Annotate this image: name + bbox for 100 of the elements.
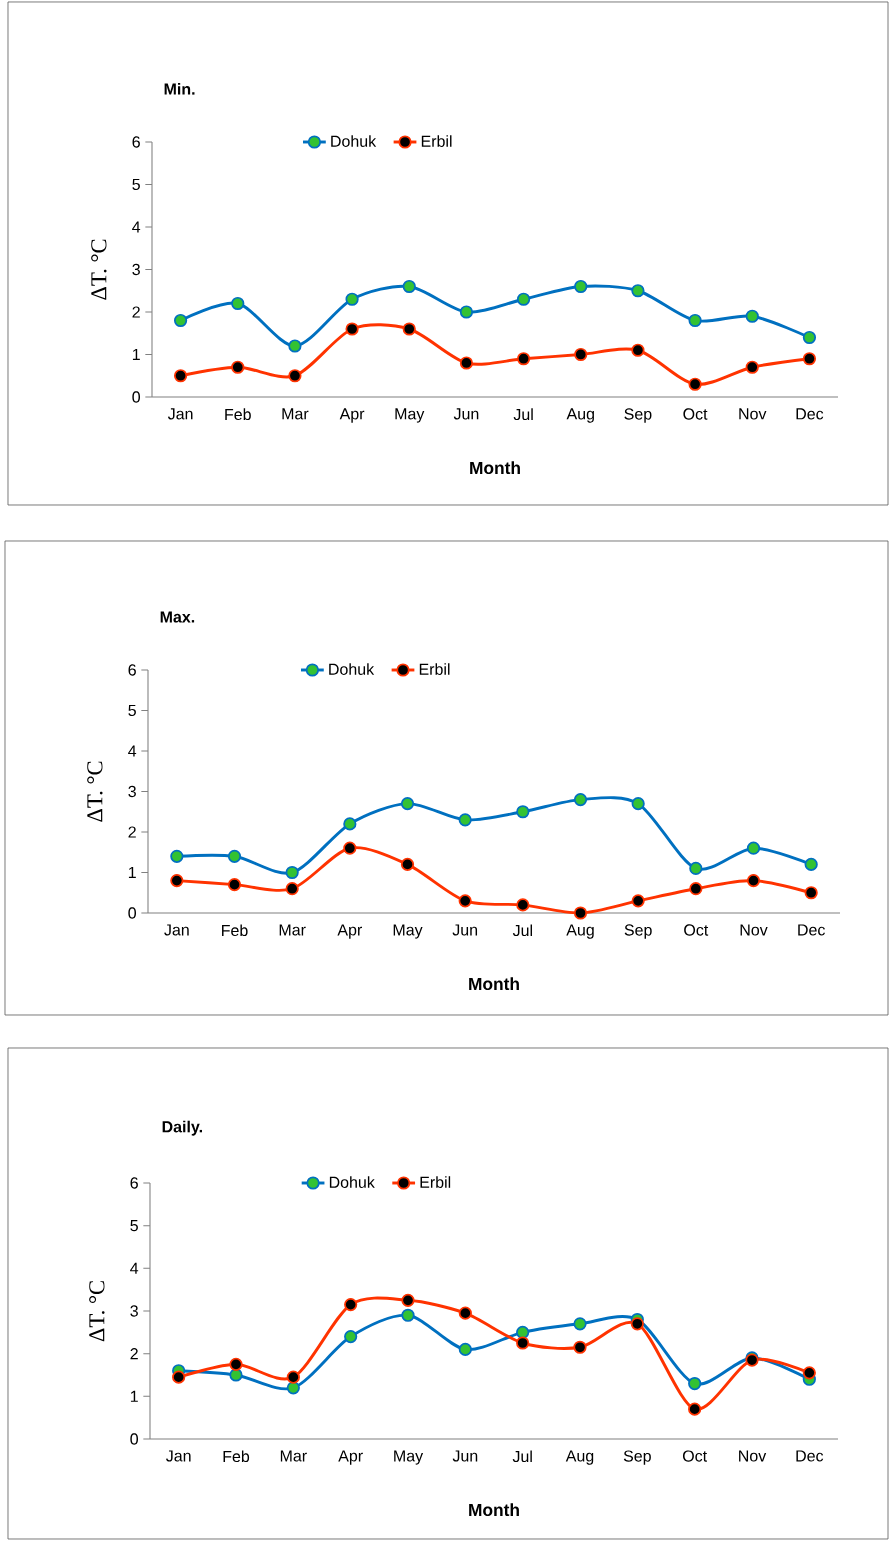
point <box>400 797 415 811</box>
point <box>458 1342 472 1356</box>
legend-label: Dohuk <box>329 663 375 675</box>
point <box>459 356 474 370</box>
x-tick-label: Jul <box>512 924 532 937</box>
point <box>344 1298 358 1312</box>
point <box>746 841 761 855</box>
x-tick-label: Nov <box>739 1450 767 1462</box>
point <box>170 873 184 888</box>
y-tick-label: 6 <box>132 136 140 148</box>
y-tick-label: 2 <box>128 826 136 838</box>
y-axis-title: ΔT. °C <box>87 761 103 822</box>
point <box>573 1317 587 1331</box>
point <box>631 284 645 298</box>
point <box>804 857 818 871</box>
point <box>745 309 759 323</box>
x-tick-label: Dec <box>798 924 825 936</box>
x-tick-label: Aug <box>565 1450 594 1465</box>
point <box>458 894 472 908</box>
point <box>631 894 645 908</box>
legend-label: Dohuk <box>331 135 377 147</box>
x-tick-label: Jun <box>452 1450 478 1462</box>
y-tick-label: 3 <box>132 263 140 276</box>
x-tick-label: Jan <box>164 924 189 936</box>
x-tick-label: Feb <box>225 408 251 421</box>
x-tick-label: Mar <box>282 408 309 420</box>
x-tick-label: Jan <box>167 408 193 420</box>
y-axis-title: ΔT. °C <box>91 239 107 300</box>
point <box>288 339 302 353</box>
point <box>574 347 588 362</box>
y-tick-label: 6 <box>128 664 136 676</box>
point <box>288 369 302 383</box>
chart-title: Min. <box>164 83 195 95</box>
x-tick-label: Sep <box>624 408 652 423</box>
point <box>231 296 245 311</box>
point <box>343 841 357 855</box>
x-tick-label: Sep <box>623 1450 651 1465</box>
x-axis-title: Month <box>469 977 519 991</box>
point <box>631 797 645 811</box>
x-tick-label: Apr <box>339 408 365 423</box>
point <box>286 1370 300 1384</box>
x-tick-label: Aug <box>566 408 594 423</box>
y-tick-label: 3 <box>128 785 136 798</box>
point <box>344 1329 358 1344</box>
y-tick-label: 1 <box>132 348 140 360</box>
point <box>402 279 416 294</box>
point <box>400 857 415 871</box>
y-tick-label: 4 <box>128 745 137 757</box>
point <box>227 849 242 863</box>
y-tick-label: 0 <box>132 391 141 403</box>
point <box>459 305 474 319</box>
x-tick-label: Aug <box>566 924 594 939</box>
point <box>574 279 588 294</box>
x-tick-label: May <box>394 1450 424 1465</box>
point <box>173 369 188 383</box>
point <box>689 861 703 876</box>
y-tick-label: 1 <box>128 867 136 878</box>
point <box>345 322 359 336</box>
point <box>516 1325 530 1339</box>
x-tick-label: Sep <box>624 924 652 939</box>
x-tick-label: Jan <box>166 1450 191 1462</box>
y-tick-label: 6 <box>130 1177 138 1189</box>
x-tick-label: Dec <box>796 408 824 420</box>
y-tick-label: 4 <box>130 1262 139 1274</box>
chart-title: Max. <box>160 611 195 623</box>
point <box>630 1317 644 1331</box>
point <box>516 352 531 366</box>
x-axis-title: Month <box>470 461 520 475</box>
point <box>402 322 416 336</box>
x-tick-label: Oct <box>684 924 709 936</box>
x-tick-label: Oct <box>683 408 708 420</box>
point <box>804 886 818 900</box>
point <box>401 1293 415 1307</box>
y-tick-label: 5 <box>130 1220 138 1232</box>
point <box>745 360 759 374</box>
point <box>229 1357 243 1371</box>
y-tick-label: 4 <box>132 221 141 233</box>
y-axis-title: ΔT. °C <box>89 1281 105 1342</box>
point <box>573 792 588 807</box>
point <box>285 865 299 880</box>
x-tick-label: Mar <box>279 924 306 936</box>
chart-title: Daily. <box>162 1120 202 1136</box>
x-tick-label: Jun <box>453 408 479 420</box>
point <box>227 878 242 892</box>
point <box>458 1306 472 1320</box>
point <box>345 292 359 306</box>
legend-label: Erbil <box>419 663 450 675</box>
point <box>401 1308 415 1322</box>
point <box>689 882 703 896</box>
x-tick-label: Dec <box>796 1450 824 1462</box>
point <box>802 1366 816 1380</box>
point <box>343 817 357 831</box>
x-tick-label: Nov <box>739 408 767 420</box>
point <box>458 813 472 827</box>
legend-label: Erbil <box>421 135 452 147</box>
point <box>286 1381 300 1395</box>
point <box>688 1402 702 1416</box>
point <box>631 343 645 357</box>
legend-label: Erbil <box>420 1176 451 1188</box>
point <box>516 1336 530 1350</box>
